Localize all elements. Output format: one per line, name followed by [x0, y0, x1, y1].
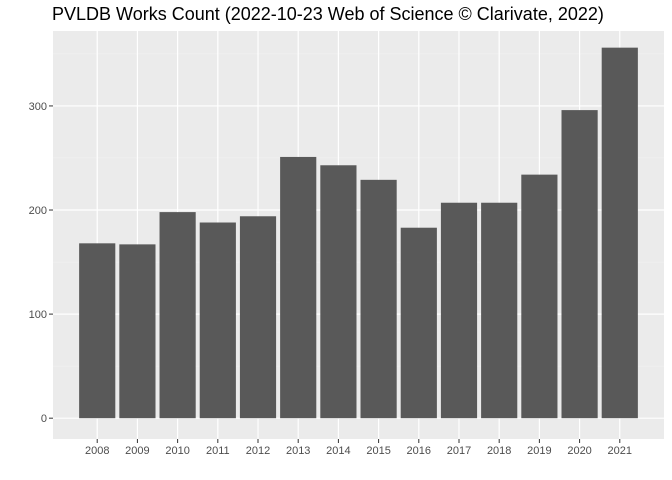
x-tick-label: 2020 — [567, 445, 591, 457]
x-tick-label: 2016 — [407, 445, 431, 457]
y-tick-label: 200 — [29, 205, 47, 217]
x-tick-label: 2017 — [447, 445, 471, 457]
bar-2019 — [521, 174, 558, 419]
bar-2014 — [320, 165, 357, 419]
bar-2010 — [159, 212, 196, 419]
bar-2009 — [119, 244, 156, 419]
bars — [79, 47, 638, 419]
bar-2018 — [481, 202, 518, 419]
bar-2011 — [199, 222, 236, 419]
x-tick-label: 2019 — [527, 445, 551, 457]
bar-2021 — [601, 47, 638, 419]
x-tick-label: 2018 — [487, 445, 511, 457]
x-tick-label: 2008 — [85, 445, 109, 457]
x-tick-label: 2010 — [165, 445, 189, 457]
x-tick-label: 2013 — [286, 445, 310, 457]
bar-2020 — [561, 110, 598, 419]
bar-2013 — [280, 156, 317, 419]
x-tick-label: 2021 — [608, 445, 632, 457]
x-tick-label: 2014 — [326, 445, 350, 457]
bar-2015 — [360, 179, 397, 419]
y-tick-label: 100 — [29, 309, 47, 321]
y-tick-label: 0 — [41, 413, 47, 425]
x-tick-label: 2009 — [125, 445, 149, 457]
x-tick-label: 2012 — [246, 445, 270, 457]
x-tick-label: 2011 — [206, 445, 230, 457]
bar-2017 — [440, 202, 478, 419]
x-axis: 2008 2009 2010 2011 2012 2013 2014 2015 2016 2017… — [85, 439, 632, 457]
bar-2008 — [79, 243, 116, 419]
y-tick-label: 300 — [29, 101, 47, 113]
y-axis: 0 100 200 300 — [29, 101, 53, 425]
bar-2016 — [400, 227, 437, 419]
chart-title: PVLDB Works Count (2022-10-23 Web of Sci… — [52, 4, 604, 24]
bar-2012 — [239, 216, 277, 419]
x-tick-label: 2015 — [366, 445, 390, 457]
